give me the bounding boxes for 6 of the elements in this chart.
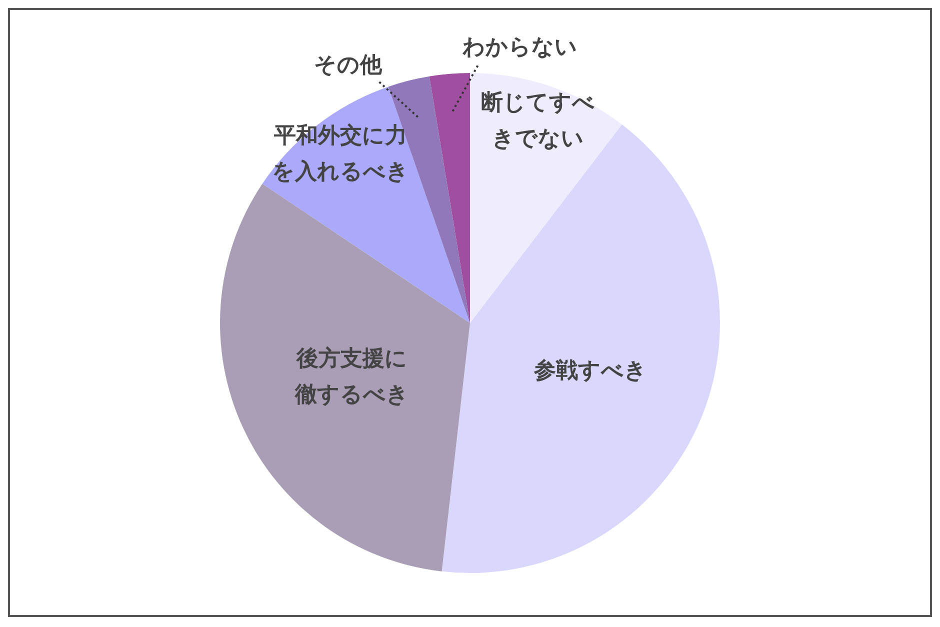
slice-label: わからない [461,34,578,60]
slice-label: 参戦すべき [533,358,648,384]
slice-label: その他 [314,52,384,78]
slice-label: 平和外交に力を入れるべき [272,122,409,184]
slice-label: 後方支援に徹するべき [294,345,410,408]
slice-label: 断じてすべきでない [481,90,596,152]
